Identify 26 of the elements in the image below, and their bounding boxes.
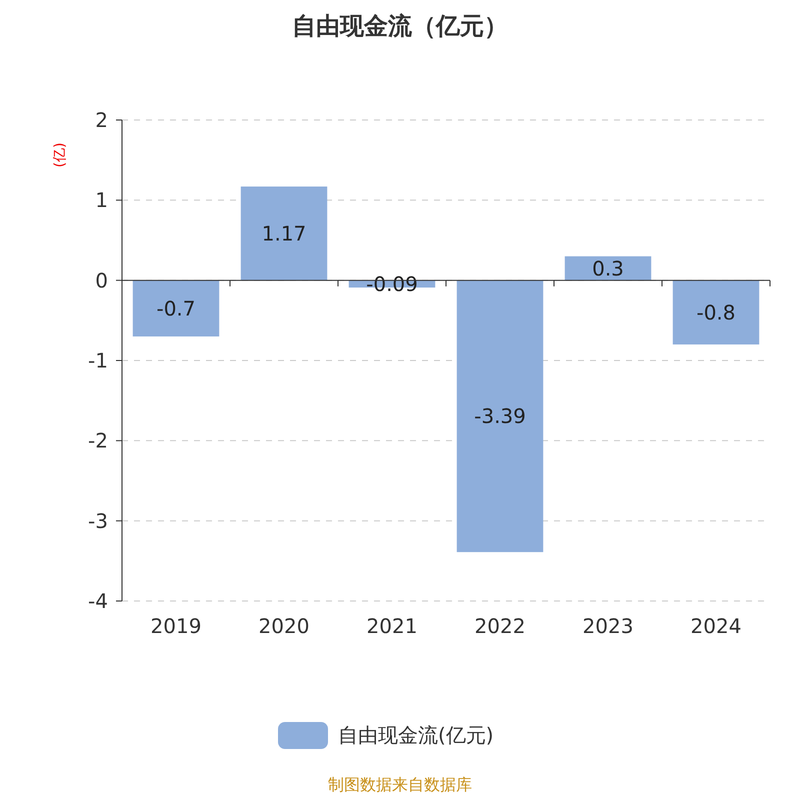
bar [240, 186, 328, 280]
x-tick-label: 2024 [690, 614, 742, 638]
x-tick-label: 2020 [258, 614, 310, 638]
x-tick-label: 2023 [582, 614, 634, 638]
y-tick-label: 0 [95, 268, 108, 292]
bar [672, 280, 760, 344]
text: 制图数据来自数据库 [328, 775, 472, 794]
data-label: -3.39 [474, 404, 526, 428]
y-tick-label: -1 [88, 348, 108, 372]
y-axis-title: (亿) [52, 142, 68, 168]
data-label: 0.3 [592, 256, 624, 280]
data-label: 1.17 [262, 221, 306, 246]
data-label: -0.7 [156, 296, 196, 320]
bar [456, 280, 544, 552]
chart-title: 自由现金流（亿元） [292, 12, 508, 40]
y-tick-label: 2 [95, 108, 108, 132]
y-tick-label: -2 [88, 428, 108, 453]
y-tick-label: -4 [88, 589, 108, 613]
y-tick-label: 1 [95, 188, 108, 212]
x-tick-label: 2021 [366, 614, 418, 638]
bar [132, 280, 220, 336]
legend-label: 自由现金流(亿元) [338, 723, 494, 747]
x-tick-label: 2022 [474, 614, 526, 638]
data-label: -0.8 [696, 300, 736, 324]
x-tick-label: 2019 [150, 614, 202, 638]
y-tick-label: -3 [88, 508, 108, 533]
